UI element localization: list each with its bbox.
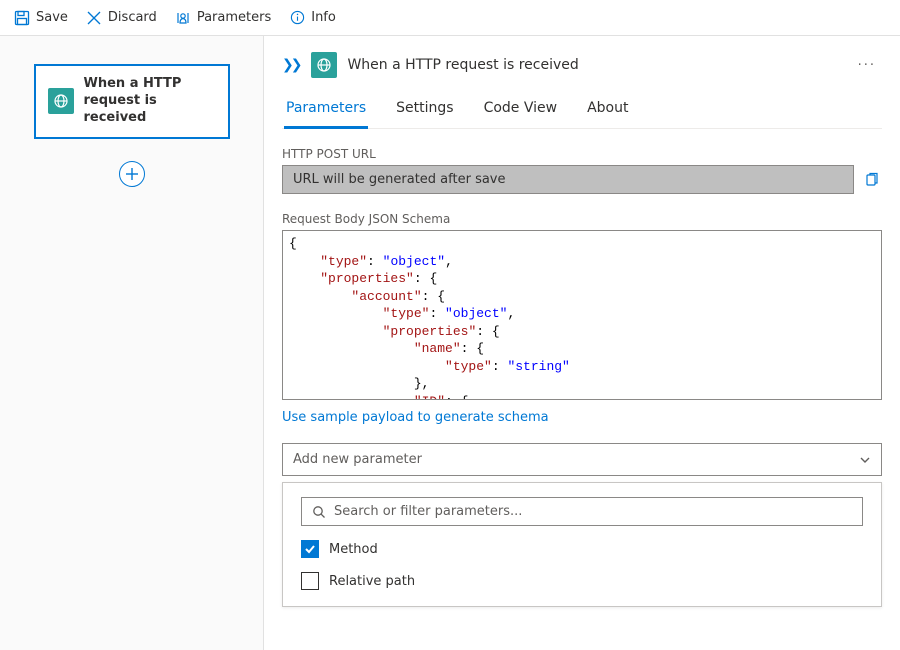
more-menu-button[interactable]: ···: [852, 56, 882, 75]
info-label: Info: [311, 10, 336, 25]
parameter-option-method[interactable]: Method: [301, 540, 863, 558]
http-request-icon: [311, 52, 337, 78]
discard-button[interactable]: Discard: [78, 6, 165, 30]
save-button[interactable]: Save: [6, 6, 76, 30]
tab-parameters[interactable]: Parameters: [284, 94, 368, 129]
designer-canvas: When a HTTP request is received: [0, 36, 264, 650]
tab-about[interactable]: About: [585, 94, 630, 128]
parameters-button[interactable]: Parameters: [167, 6, 279, 30]
tab-settings[interactable]: Settings: [394, 94, 455, 128]
parameters-label: Parameters: [197, 10, 271, 25]
parameter-search-placeholder: Search or filter parameters...: [334, 504, 522, 519]
tab-code-view[interactable]: Code View: [482, 94, 560, 128]
parameter-option-relative_path[interactable]: Relative path: [301, 572, 863, 590]
info-icon: [289, 10, 305, 26]
http-post-url-label: HTTP POST URL: [282, 147, 882, 161]
checkbox-relative_path[interactable]: [301, 572, 319, 590]
detail-pane: ❯❯ When a HTTP request is received ··· P…: [264, 36, 900, 650]
add-parameter-placeholder: Add new parameter: [293, 452, 422, 467]
detail-tabs: Parameters Settings Code View About: [282, 94, 882, 129]
checkbox-method[interactable]: [301, 540, 319, 558]
add-parameter-popup: Search or filter parameters... Method Rel…: [282, 482, 882, 607]
parameters-icon: [175, 10, 191, 26]
save-label: Save: [36, 10, 68, 25]
schema-label: Request Body JSON Schema: [282, 212, 882, 226]
discard-label: Discard: [108, 10, 157, 25]
parameter-option-label: Method: [329, 542, 378, 557]
copy-url-button[interactable]: [862, 165, 882, 194]
search-icon: [312, 505, 326, 519]
trigger-card-title: When a HTTP request is received: [84, 76, 216, 127]
info-button[interactable]: Info: [281, 6, 344, 30]
http-post-url-row: URL will be generated after save: [282, 165, 882, 194]
close-icon: [86, 10, 102, 26]
detail-header: ❯❯ When a HTTP request is received ···: [282, 48, 882, 94]
add-step-button[interactable]: [119, 161, 145, 187]
main-split: When a HTTP request is received ❯❯ When …: [0, 36, 900, 650]
use-sample-payload-link[interactable]: Use sample payload to generate schema: [282, 410, 549, 425]
detail-title: When a HTTP request is received: [347, 57, 578, 73]
chevron-down-icon: [859, 454, 871, 466]
parameter-search-input[interactable]: Search or filter parameters...: [301, 497, 863, 526]
top-toolbar: Save Discard Parameters Info: [0, 0, 900, 36]
parameter-option-label: Relative path: [329, 574, 415, 589]
collapse-icon[interactable]: ❯❯: [282, 57, 299, 73]
trigger-card[interactable]: When a HTTP request is received: [34, 64, 230, 139]
http-post-url-field: URL will be generated after save: [282, 165, 854, 194]
save-icon: [14, 10, 30, 26]
schema-editor[interactable]: { "type": "object", "properties": { "acc…: [282, 230, 882, 400]
add-parameter-dropdown[interactable]: Add new parameter: [282, 443, 882, 476]
http-request-icon: [48, 88, 74, 114]
